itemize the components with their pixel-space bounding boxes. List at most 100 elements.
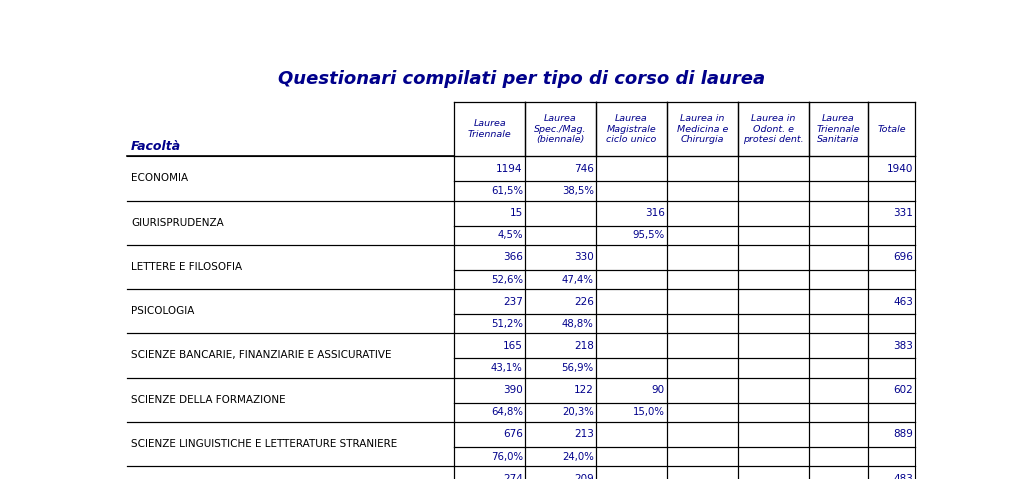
Bar <box>525 422 596 447</box>
Text: 383: 383 <box>893 341 913 351</box>
Bar <box>596 403 667 422</box>
Bar <box>738 447 809 466</box>
Bar <box>667 182 738 201</box>
Bar <box>869 156 915 182</box>
Bar <box>738 403 809 422</box>
Bar <box>667 358 738 377</box>
Bar <box>667 226 738 245</box>
Bar <box>596 226 667 245</box>
Text: Laurea in
Medicina e
Chirurgia: Laurea in Medicina e Chirurgia <box>676 114 728 144</box>
Bar <box>525 270 596 289</box>
Text: SCIENZE LINGUISTICHE E LETTERATURE STRANIERE: SCIENZE LINGUISTICHE E LETTERATURE STRAN… <box>131 439 398 449</box>
Bar <box>667 314 738 333</box>
Text: SCIENZE BANCARIE, FINANZIARIE E ASSICURATIVE: SCIENZE BANCARIE, FINANZIARIE E ASSICURA… <box>131 351 392 361</box>
Text: 122: 122 <box>574 385 594 395</box>
Text: 15,0%: 15,0% <box>633 407 665 417</box>
Text: Laurea
Triennale: Laurea Triennale <box>468 119 512 139</box>
Bar <box>738 156 809 182</box>
Bar <box>455 245 525 270</box>
Bar <box>455 403 525 422</box>
Text: 366: 366 <box>503 252 523 262</box>
Bar <box>738 226 809 245</box>
Bar <box>127 245 455 289</box>
Bar <box>596 358 667 377</box>
Text: 696: 696 <box>893 252 913 262</box>
Bar <box>809 447 869 466</box>
Text: 330: 330 <box>574 252 594 262</box>
Bar <box>869 201 915 226</box>
Bar <box>738 270 809 289</box>
Bar <box>869 226 915 245</box>
Bar <box>667 447 738 466</box>
Bar <box>525 102 596 156</box>
Bar <box>667 102 738 156</box>
Text: 463: 463 <box>893 297 913 307</box>
Bar <box>525 403 596 422</box>
Bar <box>869 289 915 314</box>
Bar <box>525 182 596 201</box>
Text: 483: 483 <box>893 474 913 479</box>
Text: 889: 889 <box>893 430 913 439</box>
Bar <box>809 466 869 479</box>
Bar <box>525 447 596 466</box>
Bar <box>809 289 869 314</box>
Bar <box>596 102 667 156</box>
Bar <box>455 270 525 289</box>
Text: Laurea
Spec./Mag.
(biennale): Laurea Spec./Mag. (biennale) <box>534 114 587 144</box>
Bar <box>738 422 809 447</box>
Bar <box>455 201 525 226</box>
Bar <box>809 226 869 245</box>
Bar <box>596 447 667 466</box>
Text: 51,2%: 51,2% <box>491 319 523 329</box>
Bar <box>596 333 667 358</box>
Bar <box>127 156 455 201</box>
Text: 56,9%: 56,9% <box>561 363 594 373</box>
Text: Totale: Totale <box>878 125 906 134</box>
Bar <box>869 333 915 358</box>
Bar <box>809 377 869 403</box>
Bar <box>738 314 809 333</box>
Bar <box>667 403 738 422</box>
Bar <box>809 182 869 201</box>
Text: 38,5%: 38,5% <box>561 186 594 196</box>
Bar <box>738 333 809 358</box>
Bar <box>525 156 596 182</box>
Text: 48,8%: 48,8% <box>562 319 594 329</box>
Bar <box>869 182 915 201</box>
Text: 165: 165 <box>503 341 523 351</box>
Text: 746: 746 <box>574 164 594 174</box>
Bar <box>667 156 738 182</box>
Bar <box>869 447 915 466</box>
Bar <box>127 377 455 422</box>
Bar <box>596 201 667 226</box>
Bar <box>596 270 667 289</box>
Bar <box>809 102 869 156</box>
Text: 64,8%: 64,8% <box>491 407 523 417</box>
Bar <box>525 466 596 479</box>
Bar <box>127 333 455 377</box>
Bar <box>809 333 869 358</box>
Bar <box>455 333 525 358</box>
Bar <box>455 358 525 377</box>
Text: Laurea in
Odont. e
protesi dent.: Laurea in Odont. e protesi dent. <box>743 114 803 144</box>
Bar <box>127 466 455 479</box>
Text: 24,0%: 24,0% <box>562 452 594 462</box>
Bar <box>869 403 915 422</box>
Bar <box>738 102 809 156</box>
Text: 218: 218 <box>574 341 594 351</box>
Bar <box>667 333 738 358</box>
Bar <box>455 226 525 245</box>
Bar <box>455 447 525 466</box>
Text: Laurea
Magistrale
ciclo unico: Laurea Magistrale ciclo unico <box>606 114 657 144</box>
Text: LETTERE E FILOSOFIA: LETTERE E FILOSOFIA <box>131 262 242 272</box>
Text: Facoltà: Facoltà <box>131 140 181 153</box>
Bar <box>525 377 596 403</box>
Bar <box>525 358 596 377</box>
Bar <box>596 245 667 270</box>
Bar <box>525 314 596 333</box>
Bar <box>738 182 809 201</box>
Bar <box>667 201 738 226</box>
Text: 237: 237 <box>503 297 523 307</box>
Bar <box>455 102 525 156</box>
Bar <box>809 156 869 182</box>
